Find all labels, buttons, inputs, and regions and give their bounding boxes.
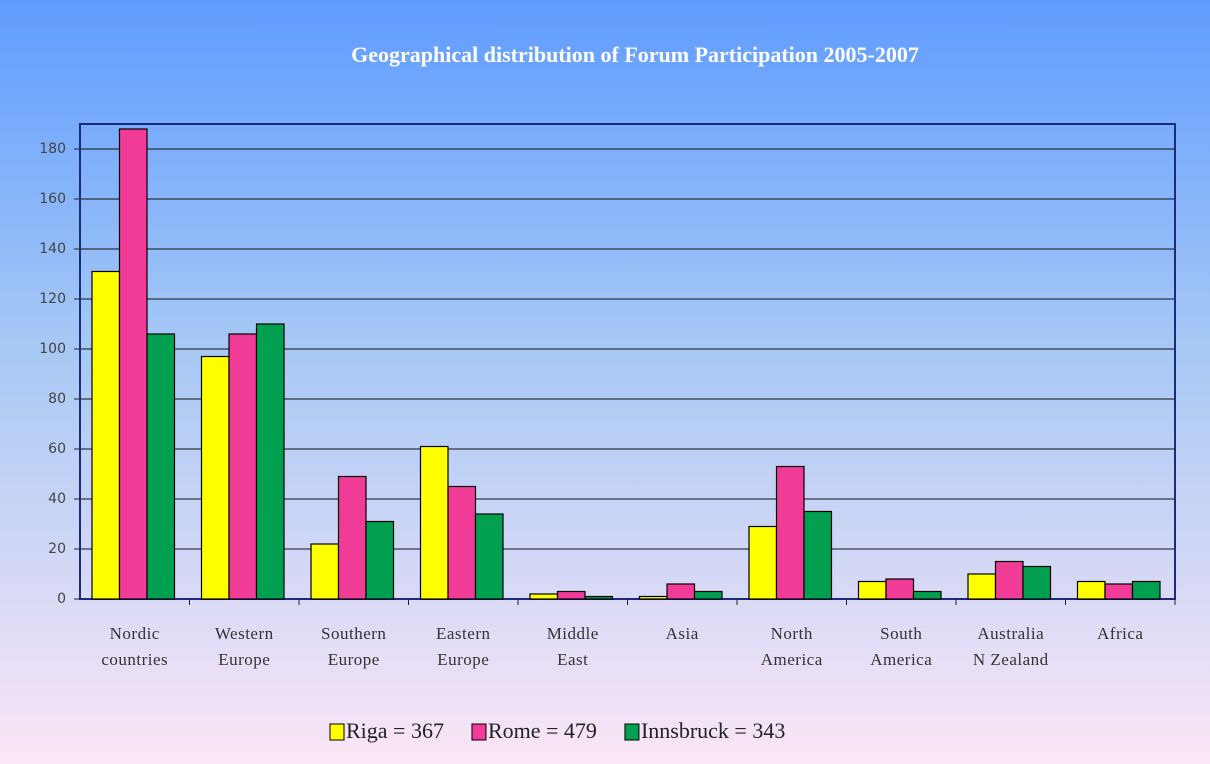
y-tick-label: 120 <box>39 291 66 307</box>
bar <box>857 580 887 600</box>
legend-swatch <box>471 723 487 741</box>
bar <box>118 128 148 600</box>
y-tick-label: 80 <box>48 391 66 407</box>
bar <box>1022 565 1052 600</box>
legend-label: Innsbruck = 343 <box>641 718 785 743</box>
x-tick-label: Asia <box>666 624 699 643</box>
bar <box>337 475 367 600</box>
bar <box>967 573 997 600</box>
bar <box>146 333 176 600</box>
x-tick-label: North America <box>761 624 823 669</box>
chart-title: Geographical distribution of Forum Parti… <box>351 42 919 67</box>
bar <box>584 595 614 600</box>
bar <box>365 520 395 600</box>
bar <box>803 510 833 600</box>
bar <box>1076 580 1106 600</box>
bar <box>310 543 340 600</box>
legend-swatch <box>624 723 640 741</box>
y-tick-label: 60 <box>48 441 66 457</box>
bar <box>666 583 696 600</box>
bar <box>228 333 258 600</box>
legend-label: Riga = 367 <box>346 718 444 743</box>
bar <box>885 578 915 600</box>
bar <box>775 465 805 600</box>
x-tick-label: Africa <box>1097 624 1143 643</box>
bar <box>994 560 1024 600</box>
bar <box>200 355 230 600</box>
y-tick-label: 20 <box>48 541 66 557</box>
legend-label: Rome = 479 <box>488 718 597 743</box>
y-tick-label: 160 <box>39 191 66 207</box>
bar <box>638 595 668 600</box>
y-tick-label: 100 <box>39 341 66 357</box>
y-tick-label: 140 <box>39 241 66 257</box>
bar <box>748 525 778 600</box>
y-tick-label: 0 <box>57 591 66 607</box>
legend-swatch <box>329 723 345 741</box>
y-tick-label: 40 <box>48 491 66 507</box>
bar <box>91 270 121 600</box>
x-tick-label: Eastern Europe <box>436 624 490 669</box>
bar <box>912 590 942 600</box>
x-tick-label: Australia N Zealand <box>973 624 1049 669</box>
bar <box>693 590 723 600</box>
bar <box>529 593 559 600</box>
bar <box>419 445 449 600</box>
x-tick-label: South America <box>870 624 932 669</box>
bar <box>447 485 477 600</box>
bar <box>255 323 285 600</box>
bar <box>556 590 586 600</box>
x-tick-label: Western Europe <box>215 624 274 669</box>
x-tick-label: Southern Europe <box>321 624 386 669</box>
bar <box>474 513 504 600</box>
x-tick-label: Nordic countries <box>101 624 168 669</box>
bar <box>1131 580 1161 600</box>
y-tick-label: 180 <box>39 141 66 157</box>
x-tick-label: Middle East <box>547 624 599 669</box>
bar <box>1104 583 1134 600</box>
